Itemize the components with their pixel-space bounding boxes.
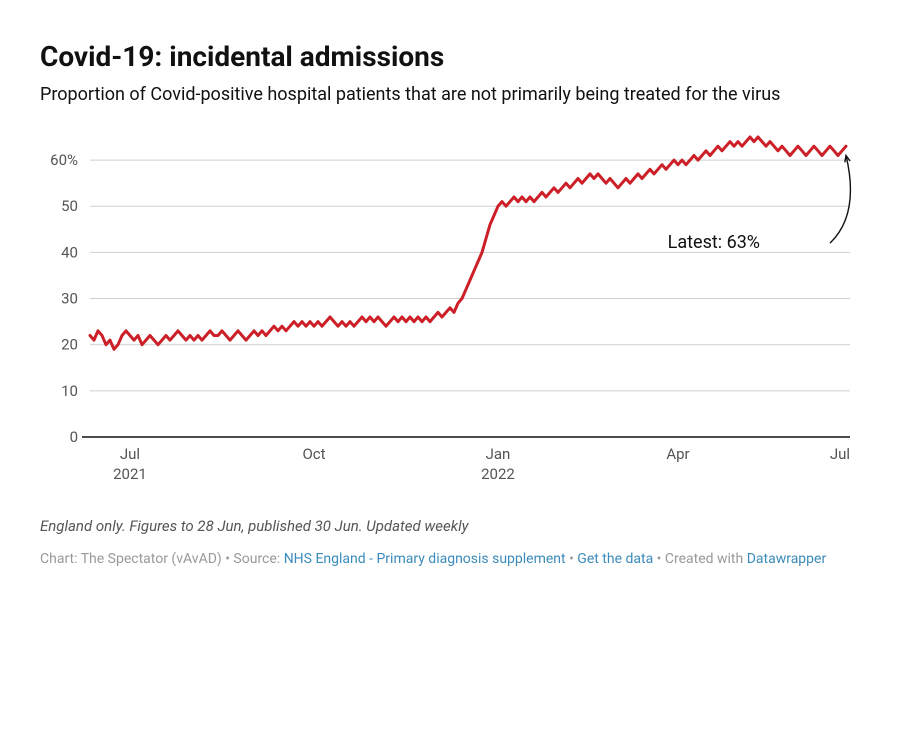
svg-text:Jan: Jan bbox=[486, 445, 511, 463]
getdata-link[interactable]: Get the data bbox=[577, 551, 653, 567]
chart-note: England only. Figures to 28 Jun, publish… bbox=[40, 517, 860, 535]
svg-text:50: 50 bbox=[61, 198, 78, 216]
line-chart-svg: 0 10 20 30 40 50 60% Jul 2021 Oct Jan 2022 Apr Jul Lat… bbox=[40, 127, 860, 487]
svg-text:2021: 2021 bbox=[113, 465, 147, 483]
svg-text:Latest: 63%: Latest: 63% bbox=[668, 232, 760, 253]
svg-text:0: 0 bbox=[70, 428, 78, 446]
credits-prefix: Chart: The Spectator (vAvAD) • Source: bbox=[40, 551, 284, 567]
chart-container: Covid-19: incidental admissions Proporti… bbox=[40, 40, 860, 570]
svg-text:Jul: Jul bbox=[830, 445, 850, 463]
credits-sep1: • bbox=[566, 551, 578, 567]
credits-sep2: • Created with bbox=[653, 551, 747, 567]
chart-subtitle: Proportion of Covid-positive hospital pa… bbox=[40, 83, 860, 107]
chart-plot: 0 10 20 30 40 50 60% Jul 2021 Oct Jan 2022 Apr Jul Lat… bbox=[40, 127, 860, 487]
svg-text:2022: 2022 bbox=[481, 465, 515, 483]
source-link[interactable]: NHS England - Primary diagnosis suppleme… bbox=[284, 551, 566, 567]
svg-text:40: 40 bbox=[61, 244, 78, 262]
svg-text:Jul: Jul bbox=[120, 445, 140, 463]
chart-credits: Chart: The Spectator (vAvAD) • Source: N… bbox=[40, 549, 860, 570]
svg-text:10: 10 bbox=[61, 382, 78, 400]
datawrapper-link[interactable]: Datawrapper bbox=[747, 551, 827, 567]
svg-text:30: 30 bbox=[61, 290, 78, 308]
chart-title: Covid-19: incidental admissions bbox=[40, 40, 860, 73]
svg-text:20: 20 bbox=[61, 336, 78, 354]
svg-text:Apr: Apr bbox=[666, 445, 689, 463]
svg-text:Oct: Oct bbox=[302, 445, 325, 463]
svg-text:60%: 60% bbox=[50, 151, 78, 169]
